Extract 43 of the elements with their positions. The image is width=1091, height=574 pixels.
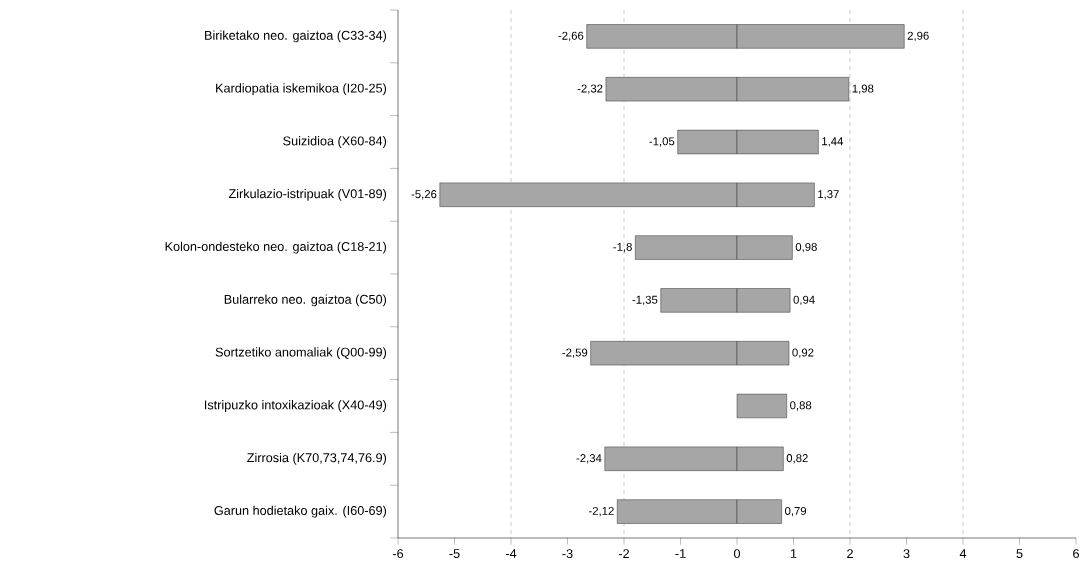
data-label: -2,32 <box>577 84 603 94</box>
y-tick-label: Suizidioa (X60-84) <box>283 136 387 148</box>
data-label: -1,05 <box>649 137 675 147</box>
x-tick-label: 3 <box>903 549 910 559</box>
data-label: 1,98 <box>852 84 874 94</box>
y-tick-label: Kardiopatia iskemikoa (I20-25) <box>216 83 387 96</box>
y-tick-label: Kolon-ondesteko neo. gaiztoa (C18-21) <box>165 241 387 254</box>
y-tick-label: Istripuzko intoxikazioak (X40-49) <box>204 400 387 412</box>
data-label: -2,66 <box>558 31 584 42</box>
x-tick-label: 2 <box>847 549 853 558</box>
data-label: 0,98 <box>795 242 817 253</box>
x-tick-label: 0 <box>733 549 741 559</box>
y-tick-label: Bularreko neo. gaiztoa (C50) <box>224 294 387 307</box>
x-tick-label: -5 <box>449 549 460 558</box>
data-label: 1,37 <box>818 190 839 200</box>
data-label: 1,44 <box>822 137 844 147</box>
x-tick-label: 4 <box>959 549 967 558</box>
x-tick-label: 5 <box>1016 549 1023 558</box>
bar <box>736 393 787 419</box>
y-tick-label: Zirrosia (K70,73,74,76.9) <box>247 452 387 465</box>
data-label: -5,26 <box>411 190 437 200</box>
data-label: -2,34 <box>576 454 602 464</box>
data-label: -1,35 <box>632 295 658 306</box>
y-tick-label: Zirkulazio-istripuak (V01-89) <box>228 188 387 201</box>
x-tick-label: -4 <box>505 549 517 558</box>
data-label: 0,94 <box>793 295 815 306</box>
data-label: 0,82 <box>786 454 808 464</box>
x-tick-label: -1 <box>675 549 686 558</box>
data-label: 2,96 <box>907 31 929 42</box>
x-tick-label: 1 <box>790 549 797 558</box>
data-label: 0,88 <box>790 401 812 411</box>
x-tick-label: -3 <box>562 549 573 559</box>
x-tick-label: -2 <box>618 549 630 558</box>
x-tick-label: 6 <box>1073 549 1079 559</box>
data-label: 0,92 <box>792 348 814 358</box>
y-tick-label: Sortzetiko anomaliak (Q00-99) <box>215 347 387 360</box>
x-tick-label: -6 <box>392 549 404 559</box>
data-label: -2,59 <box>562 348 588 358</box>
y-tick-label: Biriketako neo. gaiztoa (C33-34) <box>205 30 387 43</box>
data-label: 0,79 <box>785 506 807 517</box>
data-label: -2,12 <box>588 506 614 517</box>
y-tick-label: Garun hodietako gaix. (I60-69) <box>214 505 387 518</box>
data-label: -1,8 <box>613 242 632 253</box>
